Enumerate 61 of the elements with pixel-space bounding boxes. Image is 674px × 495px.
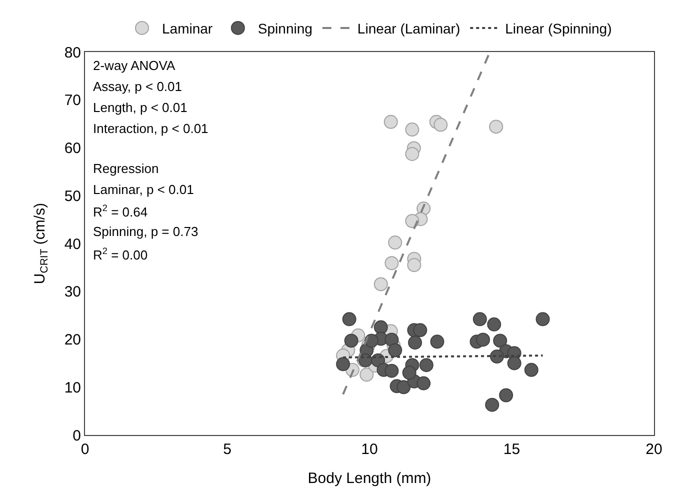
point [489, 120, 504, 134]
legend-label: Laminar [162, 20, 213, 36]
x-tick-label: 20 [646, 441, 662, 458]
point [342, 312, 356, 326]
point [388, 343, 402, 358]
point [493, 334, 508, 348]
y-tick-label: 10 [64, 379, 81, 396]
point [472, 312, 487, 326]
point [402, 366, 416, 380]
point [413, 323, 428, 338]
point [487, 317, 502, 332]
legend-label: Linear (Laminar) [357, 20, 460, 36]
point [430, 334, 444, 349]
point [476, 332, 490, 347]
point [396, 380, 411, 394]
annotation: R$^{2}$ = 0.64 [93, 203, 148, 220]
annotation: Length, p < 0.01 [93, 100, 188, 115]
annotation: Assay, p < 0.01 [93, 79, 182, 94]
point [374, 320, 388, 334]
point [490, 349, 504, 364]
point [384, 364, 399, 378]
x-tick-label: 5 [223, 441, 232, 458]
annotation: Laminar, p < 0.01 [93, 182, 194, 197]
point [407, 258, 422, 272]
point [524, 362, 538, 377]
x-tick-label: 10 [361, 441, 378, 458]
point [408, 336, 422, 350]
point [384, 256, 399, 270]
point [499, 388, 514, 402]
y-tick-label: 30 [64, 284, 81, 301]
point [384, 114, 398, 129]
point [405, 146, 420, 161]
point [388, 236, 402, 250]
point [416, 376, 431, 390]
point [485, 398, 500, 412]
point [536, 312, 550, 326]
point [374, 277, 388, 292]
x-tick-label: 15 [503, 441, 520, 458]
annotation: 2-way ANOVA [93, 58, 176, 73]
y-tick-label: 50 [64, 188, 81, 205]
y-tick-label: 70 [64, 92, 81, 110]
y-tick-label: 40 [64, 236, 81, 253]
y-tick-label: 60 [64, 140, 81, 157]
annotation: Interaction, p < 0.01 [93, 121, 208, 136]
point [405, 122, 420, 137]
annotation: Spinning, p = 0.73 [93, 224, 198, 239]
y-tick-label: 20 [64, 332, 81, 348]
annotation: R$^{2}$ = 0.00 [93, 246, 148, 262]
point [360, 368, 374, 382]
legend-label: Linear (Spinning) [505, 20, 612, 36]
point [336, 357, 350, 372]
legend-label: Spinning [258, 20, 312, 36]
point [507, 356, 522, 370]
point [364, 334, 378, 348]
y-tick-label: 80 [64, 44, 81, 62]
x-axis-title: Body Length (mm) [308, 470, 432, 487]
y-tick-label: 0 [72, 427, 81, 444]
point [419, 358, 434, 372]
point [434, 118, 448, 132]
annotation: Regression [93, 161, 159, 176]
point [344, 334, 358, 348]
